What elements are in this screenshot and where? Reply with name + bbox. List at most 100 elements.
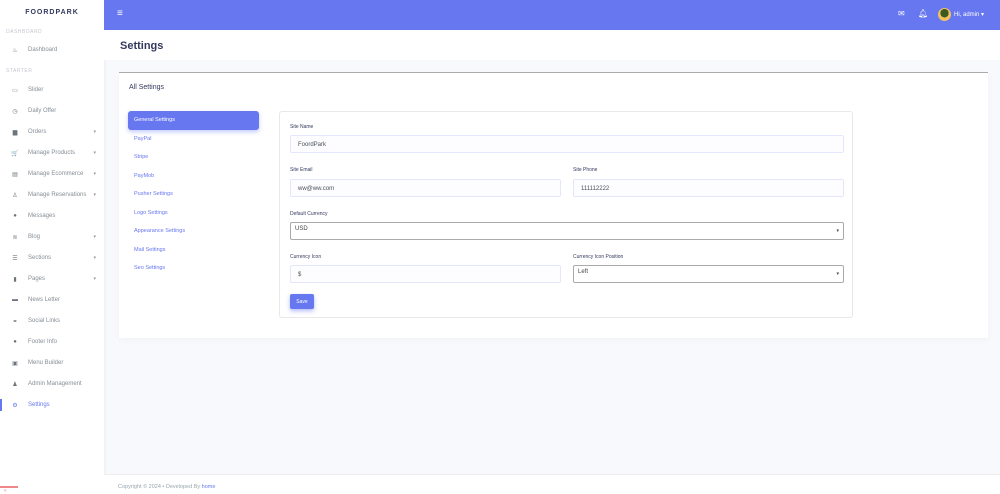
sidebar-item-sections[interactable]: ☰ Sections ▾ — [0, 250, 104, 266]
settings-tab-paypal[interactable]: PayPal — [134, 135, 152, 142]
store-icon: ▤ — [12, 171, 18, 178]
currency-icon-position-label: Currency Icon Position — [573, 254, 624, 260]
settings-nav: General Settings PayPal Stripe PayMob Pusher… — [128, 111, 259, 278]
sidebar-item-social-links[interactable]: ⚭ Social Links — [0, 313, 104, 329]
site-name-label: Site Name — [290, 124, 314, 130]
sidebar-item-messages[interactable]: ● Messages — [0, 208, 104, 224]
settings-tab-seo-settings[interactable]: Seo Settings — [134, 265, 166, 271]
sidebar-item-label: Manage Products — [28, 150, 76, 156]
save-button[interactable]: Save — [290, 294, 314, 309]
hamburger-menu-icon[interactable]: ≡ — [117, 8, 123, 19]
currency-icon-position-select[interactable]: Left — [573, 265, 844, 283]
sidebar-item-menu-builder[interactable]: ▣ Menu Builder — [0, 355, 104, 371]
info-icon: ● — [13, 339, 17, 345]
sidebar-item-label: News Letter — [28, 297, 61, 303]
sidebar-item-label: Orders — [28, 129, 47, 135]
site-phone-input[interactable]: 111112222 — [573, 179, 844, 197]
sidebar-item-label: Sections — [28, 255, 52, 261]
currency-icon-input[interactable]: $ — [290, 265, 561, 283]
bars-icon: ▣ — [12, 360, 18, 367]
sidebar-item-admin-management[interactable]: ♟ Admin Management — [0, 376, 104, 392]
sidebar-item-manage-products[interactable]: 🛒 Manage Products ▾ — [0, 145, 104, 161]
sidebar-item-label: Admin Management — [28, 381, 82, 387]
sidebar-item-orders[interactable]: ▆ Orders ▾ — [0, 124, 104, 140]
chevron-down-icon: ▾ — [93, 276, 96, 282]
rss-icon: ≋ — [12, 234, 18, 241]
sidebar-item-pages[interactable]: ▮ Pages ▾ — [0, 271, 104, 287]
chevron-down-icon: ▾ — [93, 192, 96, 198]
page-header: Settings — [104, 30, 1000, 60]
default-currency-label: Default Currency — [290, 211, 328, 217]
cogs-icon: ⚙ — [12, 402, 18, 409]
chevron-down-icon: ▾ — [93, 234, 96, 240]
settings-tab-logo-settings[interactable]: Logo Settings — [134, 209, 168, 216]
sidebar-item-label: Dashboard — [28, 47, 58, 53]
chevron-down-icon: ▾ — [981, 12, 985, 18]
clock-icon: ◷ — [12, 108, 18, 115]
topbar: ≡ ✉ 🔔︎ Hi, admin ▾ — [104, 0, 1000, 30]
sidebar: FOORDPARK DASHBOARD STARTER ♨ Dashboard ▭ S… — [0, 0, 104, 494]
file-icon: ▮ — [13, 276, 17, 283]
menu-header-dashboard: DASHBOARD — [6, 29, 43, 35]
sidebar-item-label: Settings — [28, 402, 50, 408]
settings-tab-mail-settings[interactable]: Mail Settings — [134, 246, 166, 253]
general-settings-form: Site Name FoordPark Site Email ww@ww.com… — [279, 111, 853, 318]
user-dropdown[interactable]: Hi, admin ▾ — [954, 11, 984, 18]
settings-card: All Settings General Settings PayPal Strip… — [119, 72, 988, 338]
chevron-down-icon: ▾ — [93, 150, 96, 156]
user-cog-icon: ♟ — [12, 381, 18, 388]
brand-logo[interactable]: FOORDPARK — [25, 9, 79, 16]
sidebar-item-label: Social Links — [28, 318, 61, 324]
images-icon: ▭ — [12, 87, 18, 94]
site-email-label: Site Email — [290, 167, 313, 173]
sidebar-item-dashboard[interactable]: ♨ Dashboard — [0, 42, 104, 58]
sidebar-item-manage-reservations[interactable]: ♙ Manage Reservations ▾ — [0, 187, 104, 203]
default-currency-select[interactable]: USD — [290, 222, 844, 240]
settings-tab-appearance-settings[interactable]: Appearance Settings — [134, 228, 186, 234]
sidebar-item-slider[interactable]: ▭ Slider — [0, 82, 104, 98]
sidebar-item-news-letter[interactable]: ▬ News Letter — [0, 292, 104, 308]
envelope-icon: ▬ — [12, 297, 18, 303]
sidebar-item-label: Pages — [28, 276, 46, 282]
footer-home-link[interactable]: home — [201, 484, 216, 490]
sidebar-item-daily-offer[interactable]: ◷ Daily Offer — [0, 103, 104, 119]
sidebar-item-label: Menu Builder — [28, 360, 64, 366]
debug-badge-icon[interactable]: ▿ — [0, 486, 18, 494]
users-icon: ♙ — [12, 192, 18, 199]
site-email-input[interactable]: ww@ww.com — [290, 179, 561, 197]
settings-tab-general-settings[interactable]: General Settings — [128, 111, 259, 130]
bell-icon[interactable]: 🔔︎ — [918, 9, 929, 18]
sidebar-item-label: Footer Info — [28, 339, 58, 345]
list-icon: ☰ — [12, 255, 18, 262]
sidebar-item-label: Daily Offer — [28, 108, 57, 114]
sidebar-item-manage-ecommerce[interactable]: ▤ Manage Ecommerce ▾ — [0, 166, 104, 182]
site-phone-label: Site Phone — [573, 167, 598, 173]
currency-icon-label: Currency Icon — [290, 254, 322, 260]
envelope-icon[interactable]: ✉ — [898, 9, 905, 18]
sidebar-item-footer-info[interactable]: ● Footer Info — [0, 334, 104, 350]
sidebar-item-label: Messages — [28, 213, 56, 219]
card-title: All Settings — [129, 84, 165, 91]
settings-tab-pusher-settings[interactable]: Pusher Settings — [134, 191, 173, 197]
footer: Copyright © 2024 • Developed By home — [104, 474, 1000, 494]
page-title: Settings — [120, 40, 164, 52]
sidebar-item-settings[interactable]: ⚙ Settings — [0, 397, 104, 413]
menu-header-starter: STARTER — [6, 68, 33, 74]
chevron-down-icon: ▾ — [93, 255, 96, 261]
sidebar-item-label: Slider — [28, 87, 44, 93]
settings-tab-stripe[interactable]: Stripe — [134, 154, 149, 160]
sidebar-item-label: Blog — [28, 234, 41, 240]
sidebar-item-label: Manage Ecommerce — [28, 171, 84, 177]
comment-icon: ● — [13, 213, 17, 219]
link-icon: ⚭ — [12, 318, 18, 325]
cart-icon: 🛒 — [11, 150, 19, 157]
sidebar-item-label: Manage Reservations — [28, 192, 87, 198]
fire-icon: ♨ — [12, 47, 18, 54]
sidebar-item-blog[interactable]: ≋ Blog ▾ — [0, 229, 104, 245]
chevron-down-icon: ▾ — [93, 129, 96, 135]
copyright-text: Copyright © 2024 • Developed By — [118, 484, 202, 490]
box-icon: ▆ — [12, 129, 18, 136]
settings-tab-paymob[interactable]: PayMob — [134, 172, 155, 179]
site-name-input[interactable]: FoordPark — [290, 135, 844, 153]
avatar[interactable] — [938, 8, 951, 21]
